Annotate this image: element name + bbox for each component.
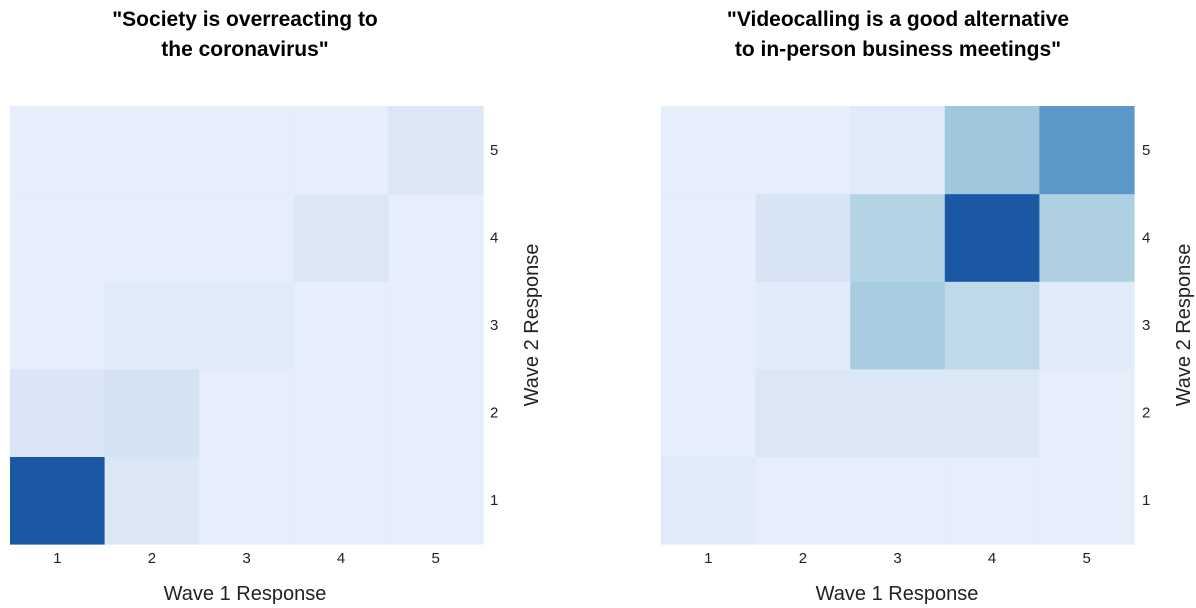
y-tick-label: 2	[1142, 405, 1150, 422]
x-tick-label: 3	[893, 550, 901, 567]
heatmap-cell	[293, 456, 389, 545]
x-tick-labels-right: 1 2 3 4 5	[704, 550, 1091, 567]
heatmap-cell	[850, 193, 946, 282]
x-tick-label: 2	[799, 550, 807, 567]
heatmap-cell	[661, 193, 757, 282]
heatmap-cell	[388, 281, 484, 370]
heatmap-cell	[199, 193, 295, 282]
x-tick-labels-left: 1 2 3 4 5	[53, 550, 440, 567]
heatmap-cell	[661, 106, 757, 195]
x-tick-label: 4	[988, 550, 996, 567]
heatmap-cell	[104, 368, 200, 457]
heatmap-cell	[10, 456, 106, 545]
y-tick-label: 1	[490, 492, 498, 509]
heatmap-cell	[1039, 193, 1135, 282]
chart-title-right-line2: to in-person business meetings"	[735, 38, 1061, 61]
heatmap-cell	[1039, 456, 1135, 545]
heatmap-cell	[944, 193, 1040, 282]
heatmap-cell	[1039, 106, 1135, 195]
y-tick-label: 2	[490, 405, 498, 422]
heatmap-cell	[944, 106, 1040, 195]
x-tick-label: 2	[148, 550, 156, 567]
y-tick-label: 4	[490, 229, 498, 246]
heatmap-cell	[199, 456, 295, 545]
heatmap-cells-right	[661, 106, 1135, 545]
heatmap-cell	[10, 106, 106, 195]
x-tick-label: 1	[704, 550, 712, 567]
heatmap-cell	[755, 106, 851, 195]
heatmap-cell	[293, 368, 389, 457]
x-axis-label-left: Wave 1 Response	[164, 583, 327, 605]
heatmap-cell	[850, 106, 946, 195]
y-tick-labels-right: 1 2 3 4 5	[1142, 142, 1150, 509]
heatmap-cell	[10, 193, 106, 282]
y-tick-label: 4	[1142, 229, 1150, 246]
x-tick-label: 5	[1083, 550, 1091, 567]
heatmap-cell	[755, 368, 851, 457]
heatmap-cell	[850, 368, 946, 457]
heatmap-cell	[104, 106, 200, 195]
x-tick-label: 3	[242, 550, 250, 567]
heatmap-cell	[388, 456, 484, 545]
heatmap-cell	[293, 193, 389, 282]
heatmap-panel-right: "Videocalling is a good alternative to i…	[661, 8, 1195, 605]
heatmap-cell	[104, 281, 200, 370]
heatmap-cell	[293, 281, 389, 370]
heatmap-cell	[10, 368, 106, 457]
heatmap-cell	[661, 456, 757, 545]
heatmap-cell	[944, 456, 1040, 545]
heatmap-cell	[104, 456, 200, 545]
heatmap-cells-left	[10, 106, 484, 545]
heatmap-cell	[1039, 368, 1135, 457]
chart-title-left-line1: "Society is overreacting to	[112, 8, 378, 31]
heatmap-cell	[755, 193, 851, 282]
heatmap-panel-left: "Society is overreacting to the coronavi…	[10, 8, 543, 605]
y-tick-label: 3	[490, 317, 498, 334]
x-axis-label-right: Wave 1 Response	[816, 583, 979, 605]
heatmap-cell	[388, 106, 484, 195]
x-tick-label: 1	[53, 550, 61, 567]
heatmap-cell	[199, 106, 295, 195]
y-tick-label: 5	[490, 142, 498, 159]
heatmap-cell	[1039, 281, 1135, 370]
heatmap-cell	[293, 106, 389, 195]
heatmap-cell	[755, 456, 851, 545]
heatmap-cell	[199, 368, 295, 457]
heatmap-cell	[944, 281, 1040, 370]
heatmap-cell	[850, 281, 946, 370]
heatmap-cell	[850, 456, 946, 545]
heatmap-cell	[944, 368, 1040, 457]
heatmap-cell	[10, 281, 106, 370]
y-axis-label-left: Wave 2 Response	[521, 244, 543, 407]
x-tick-label: 4	[337, 550, 345, 567]
heatmap-cell	[661, 281, 757, 370]
y-tick-label: 5	[1142, 142, 1150, 159]
y-tick-label: 3	[1142, 317, 1150, 334]
chart-title-right-line1: "Videocalling is a good alternative	[727, 8, 1069, 31]
heatmap-cell	[661, 368, 757, 457]
heatmap-cell	[388, 368, 484, 457]
heatmap-cell	[104, 193, 200, 282]
heatmap-cell	[755, 281, 851, 370]
y-tick-labels-left: 1 2 3 4 5	[490, 142, 498, 509]
y-tick-label: 1	[1142, 492, 1150, 509]
heatmap-cell	[199, 281, 295, 370]
chart-title-left-line2: the coronavirus"	[161, 38, 329, 61]
heatmap-cell	[388, 193, 484, 282]
x-tick-label: 5	[432, 550, 440, 567]
y-axis-label-right: Wave 2 Response	[1173, 244, 1195, 407]
